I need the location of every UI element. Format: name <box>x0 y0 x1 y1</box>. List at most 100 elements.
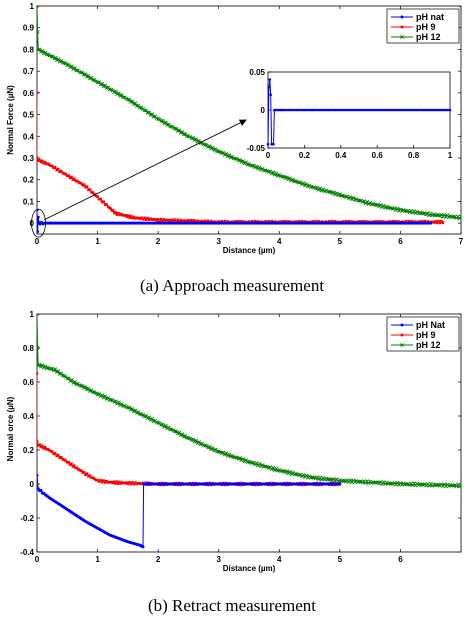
inset-data-point <box>277 108 281 112</box>
data-point <box>37 362 42 367</box>
data-point <box>156 217 160 221</box>
data-point <box>132 215 136 219</box>
y-tick-label: 0.3 <box>23 154 35 163</box>
data-point <box>194 438 198 443</box>
data-point <box>137 216 140 220</box>
data-point <box>388 220 392 223</box>
inset-data-point <box>345 108 349 112</box>
inset-data-point <box>359 108 363 112</box>
inset-data-point <box>281 108 284 112</box>
data-point <box>78 181 82 185</box>
data-point <box>350 220 354 223</box>
data-point <box>55 454 58 458</box>
data-point <box>94 194 98 198</box>
data-point <box>53 165 57 169</box>
x-tick-label: 2 <box>156 237 161 246</box>
data-point <box>115 480 118 483</box>
x-tick-label: 3 <box>216 237 221 246</box>
data-point <box>301 181 306 186</box>
data-point <box>49 449 52 453</box>
data-point <box>37 345 40 350</box>
inset-data-point <box>408 108 411 112</box>
inset-data-point <box>426 108 430 112</box>
data-point <box>47 163 51 166</box>
data-point <box>137 481 140 485</box>
data-point <box>150 218 154 221</box>
inset-data-point <box>299 108 302 112</box>
data-point <box>65 461 69 464</box>
y-tick-label: 0.8 <box>23 344 35 353</box>
data-point <box>37 372 39 375</box>
data-point <box>67 460 70 464</box>
inset-data-point <box>353 108 357 112</box>
data-point <box>160 118 165 123</box>
data-point <box>256 220 260 223</box>
data-point <box>334 191 339 196</box>
y-tick-label: 0.8 <box>23 45 35 54</box>
data-point <box>170 218 174 222</box>
inset-data-point <box>396 108 399 112</box>
inset-data-point <box>446 108 450 112</box>
legend-label: pH 12 <box>416 340 441 350</box>
data-point <box>82 183 86 186</box>
inset-data-point <box>379 108 383 112</box>
data-point <box>47 448 51 452</box>
data-point <box>74 179 77 183</box>
data-point <box>144 414 148 418</box>
data-point <box>58 456 62 460</box>
data-point <box>364 219 367 223</box>
data-point <box>347 219 351 223</box>
data-point <box>103 394 108 399</box>
data-point <box>181 219 184 223</box>
data-point <box>85 472 89 475</box>
data-point <box>177 430 182 435</box>
data-point <box>407 219 411 223</box>
inset-data-point <box>307 108 310 112</box>
inset-data-point <box>390 108 393 112</box>
data-point <box>300 219 304 223</box>
x-tick-label: 7 <box>459 237 464 246</box>
data-point <box>87 188 90 192</box>
data-point <box>125 481 128 484</box>
data-point <box>317 219 320 223</box>
legend-label: pH 9 <box>416 330 436 340</box>
inset-data-point <box>273 108 277 112</box>
inset-data-point <box>422 108 426 112</box>
data-point <box>85 185 89 188</box>
data-point <box>176 218 180 222</box>
inset-data-point <box>290 108 294 112</box>
data-point <box>40 363 45 368</box>
data-point <box>304 182 309 187</box>
data-point <box>138 217 142 220</box>
inset-data-point <box>269 93 273 97</box>
inset-data-point <box>313 108 316 112</box>
data-point <box>43 160 47 164</box>
data-point <box>338 482 342 486</box>
inset-data-point <box>319 108 322 112</box>
data-point <box>37 159 40 162</box>
inset-data-point <box>438 108 442 112</box>
data-point <box>241 456 245 461</box>
data-point <box>344 219 348 223</box>
data-point <box>113 399 118 404</box>
inset-data-point <box>325 108 328 112</box>
data-point <box>75 466 79 470</box>
data-point <box>365 199 370 204</box>
data-point <box>116 91 121 96</box>
data-point <box>86 386 91 391</box>
inset-data-point <box>335 108 339 112</box>
data-point <box>311 220 314 223</box>
data-point <box>93 193 96 196</box>
inset-data-point <box>303 108 306 112</box>
data-point <box>284 219 287 223</box>
inset-data-point <box>414 108 417 112</box>
inset-data-point <box>436 108 440 112</box>
data-point <box>200 219 204 223</box>
data-point <box>459 214 461 219</box>
data-point <box>45 448 48 451</box>
x-tick-label: 6 <box>398 555 403 564</box>
y-axis-label: Normal orce (µN) <box>6 396 15 461</box>
data-point <box>440 219 443 223</box>
data-point <box>37 215 40 219</box>
